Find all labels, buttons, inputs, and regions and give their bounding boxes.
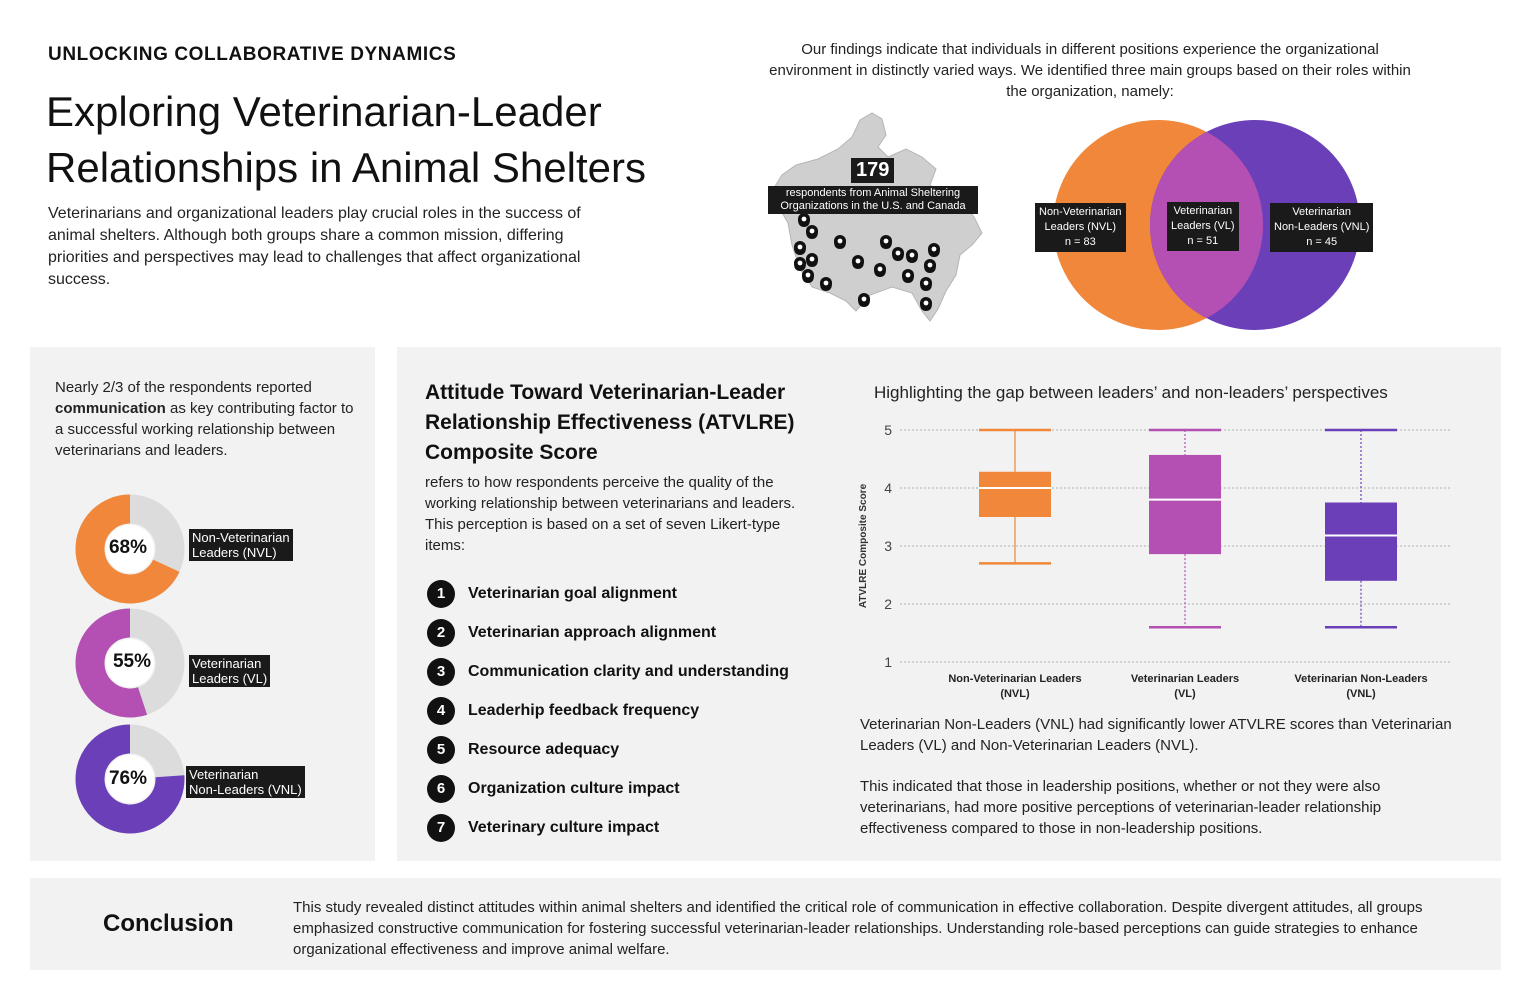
donut-chart-vl: [75, 608, 185, 718]
x-category-label: Veterinarian Leaders: [1131, 673, 1239, 685]
respondent-count-label: respondents from Animal Sheltering Organ…: [768, 186, 978, 214]
likert-item: 5 Resource adequacy: [427, 730, 789, 769]
item-label: Communication clarity and understanding: [468, 662, 789, 680]
location-pin-icon: [880, 235, 892, 249]
kicker-heading: UNLOCKING COLLABORATIVE DYNAMICS: [48, 44, 457, 65]
atvlre-title: Attitude Toward Veterinarian-Leader Rela…: [425, 381, 795, 464]
donut-percent-vl: 55%: [112, 651, 152, 672]
likert-item: 7 Veterinary culture impact: [427, 808, 789, 847]
donut-chart-nvl: [75, 494, 185, 604]
location-pin-icon: [794, 241, 806, 255]
communication-emphasis: communication: [55, 400, 166, 417]
item-number-badge: 7: [427, 813, 455, 842]
likert-item: 4 Leaderhip feedback frequency: [427, 691, 789, 730]
venn-tag-nvl: Non-Veterinarian Leaders (NVL) n = 83: [1035, 203, 1126, 252]
location-pin-icon: [834, 235, 846, 249]
location-pin-icon: [874, 263, 886, 277]
venn-overlap-vl: [1150, 120, 1263, 330]
location-pin-icon: [906, 249, 918, 263]
likert-item: 1 Veterinarian goal alignment: [427, 574, 789, 613]
donut-hole: [106, 755, 154, 803]
x-category-sublabel: (VL): [1174, 688, 1196, 700]
donut-hole: [106, 525, 154, 573]
item-label: Veterinarian approach alignment: [468, 623, 717, 641]
y-tick-label: 1: [884, 654, 892, 670]
respondent-count-badge: 179: [851, 158, 895, 183]
y-tick-label: 3: [884, 538, 892, 554]
item-label: Resource adequacy: [468, 740, 620, 758]
x-category-label: Veterinarian Non-Leaders: [1294, 673, 1427, 685]
likert-item-list: 1 Veterinarian goal alignment 2 Veterinaria…: [427, 574, 789, 847]
likert-item: 3 Communication clarity and understanding: [427, 652, 789, 691]
conclusion-heading: Conclusion: [103, 910, 234, 937]
item-label: Veterinarian goal alignment: [468, 584, 677, 602]
conclusion-text: This study revealed distinct attitudes w…: [293, 899, 1423, 958]
y-tick-label: 5: [884, 422, 892, 438]
y-tick-label: 2: [884, 596, 892, 612]
item-number-badge: 6: [427, 774, 455, 803]
likert-item: 6 Organization culture impact: [427, 769, 789, 808]
likert-item: 2 Veterinarian approach alignment: [427, 613, 789, 652]
venn-diagram: [1053, 120, 1360, 330]
map-pins: [794, 213, 940, 311]
conclusion-panel: [30, 878, 1501, 970]
location-pin-icon: [928, 243, 940, 257]
venn-tag-vl: Veterinarian Leaders (VL) n = 51: [1167, 202, 1239, 251]
y-axis-label: ATVLRE Composite Score: [858, 483, 869, 608]
venn-tag-vnl: Veterinarian Non-Leaders (VNL) n = 45: [1270, 203, 1374, 252]
location-pin-icon: [806, 253, 818, 267]
result-paragraph-1: Veterinarian Non-Leaders (VNL) had signi…: [860, 716, 1452, 754]
item-number-badge: 1: [427, 579, 455, 608]
donut-label-vl: Veterinarian Leaders (VL): [189, 655, 271, 687]
location-pin-icon: [892, 247, 904, 261]
location-pin-icon: [920, 277, 932, 291]
item-number-badge: 4: [427, 696, 455, 725]
item-number-badge: 2: [427, 618, 455, 647]
atvlre-description: refers to how respondents perceive the q…: [425, 474, 796, 554]
y-tick-label: 4: [884, 480, 892, 496]
item-label: Leaderhip feedback frequency: [468, 701, 700, 719]
donut-hole: [106, 639, 154, 687]
donut-label-vnl: Veterinarian Non-Leaders (VNL): [186, 766, 305, 798]
location-pin-icon: [924, 259, 936, 273]
intro-paragraph: Veterinarians and organizational leaders…: [48, 205, 581, 288]
donut-value-arc: [75, 724, 185, 834]
item-label: Veterinary culture impact: [468, 818, 660, 836]
findings-paragraph: Our findings indicate that individuals i…: [769, 41, 1411, 100]
north-america-map: [771, 112, 983, 322]
location-pin-icon: [902, 269, 914, 283]
location-pin-icon: [820, 277, 832, 291]
chart-title: Highlighting the gap between leaders’ an…: [874, 383, 1388, 402]
item-number-badge: 3: [427, 657, 455, 686]
x-category-label: Non-Veterinarian Leaders: [948, 673, 1081, 685]
donut-percent-vnl: 76%: [108, 768, 148, 789]
box-iqr: [979, 471, 1051, 517]
donut-chart-vnl: [75, 724, 185, 834]
item-number-badge: 5: [427, 735, 455, 764]
location-pin-icon: [794, 257, 806, 271]
donut-value-arc: [75, 494, 185, 604]
result-paragraph-2: This indicated that those in leadership …: [860, 778, 1382, 837]
box-iqr: [1325, 502, 1397, 581]
item-label: Organization culture impact: [468, 779, 680, 797]
location-pin-icon: [858, 293, 870, 307]
page-title: Exploring Veterinarian-Leader Relationsh…: [46, 88, 646, 191]
donut-percent-nvl: 68%: [108, 537, 148, 558]
boxplot-chart: 1 2 3 4 5 ATVLRE Composite Score Non-Veterinar…: [858, 422, 1450, 700]
box-iqr: [1149, 454, 1221, 555]
x-category-sublabel: (VNL): [1346, 688, 1376, 700]
location-pin-icon: [852, 255, 864, 269]
location-pin-icon: [802, 269, 814, 283]
location-pin-icon: [798, 213, 810, 227]
donut-value-arc: [75, 608, 185, 718]
communication-paragraph: Nearly 2/3 of the respondents reported c…: [55, 379, 354, 459]
donut-label-nvl: Non-Veterinarian Leaders (NVL): [189, 529, 293, 561]
location-pin-icon: [806, 225, 818, 239]
x-category-sublabel: (NVL): [1000, 688, 1030, 700]
location-pin-icon: [920, 297, 932, 311]
